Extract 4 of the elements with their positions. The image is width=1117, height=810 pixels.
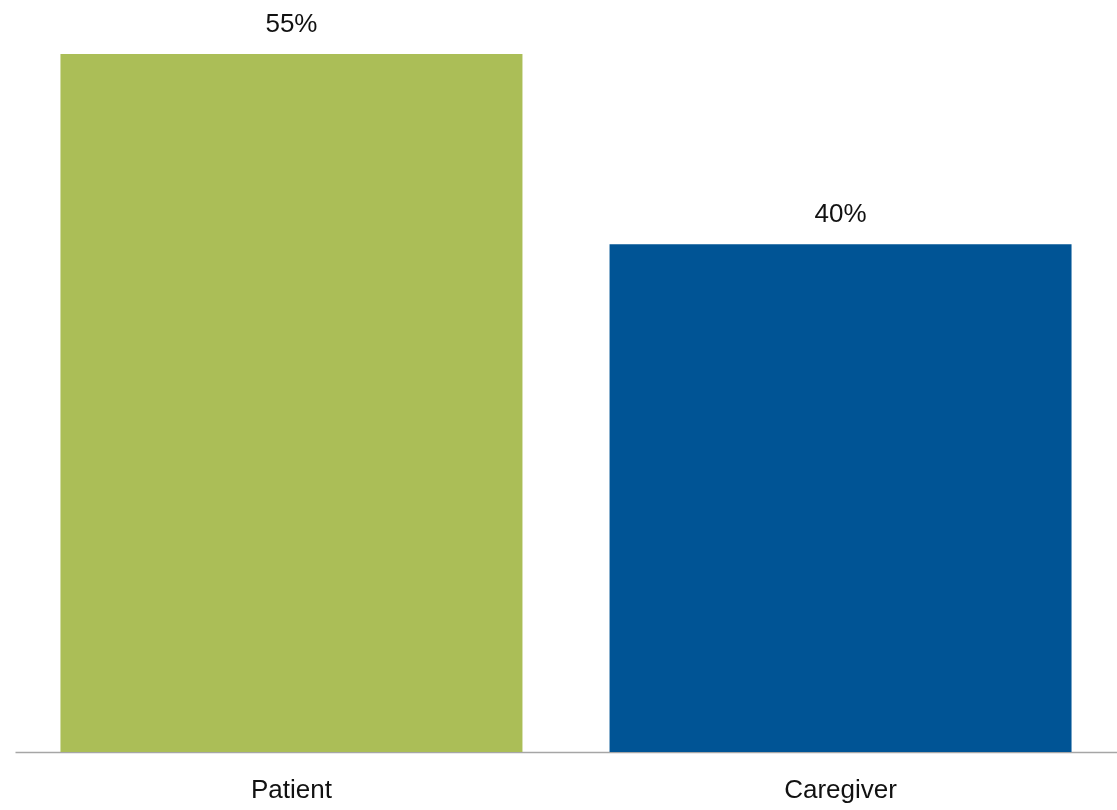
data-label: 55% <box>265 8 318 38</box>
x-tick-label: Caregiver <box>784 773 898 804</box>
data-label: 40% <box>814 198 867 229</box>
x-tick-label: Patient <box>250 773 333 804</box>
